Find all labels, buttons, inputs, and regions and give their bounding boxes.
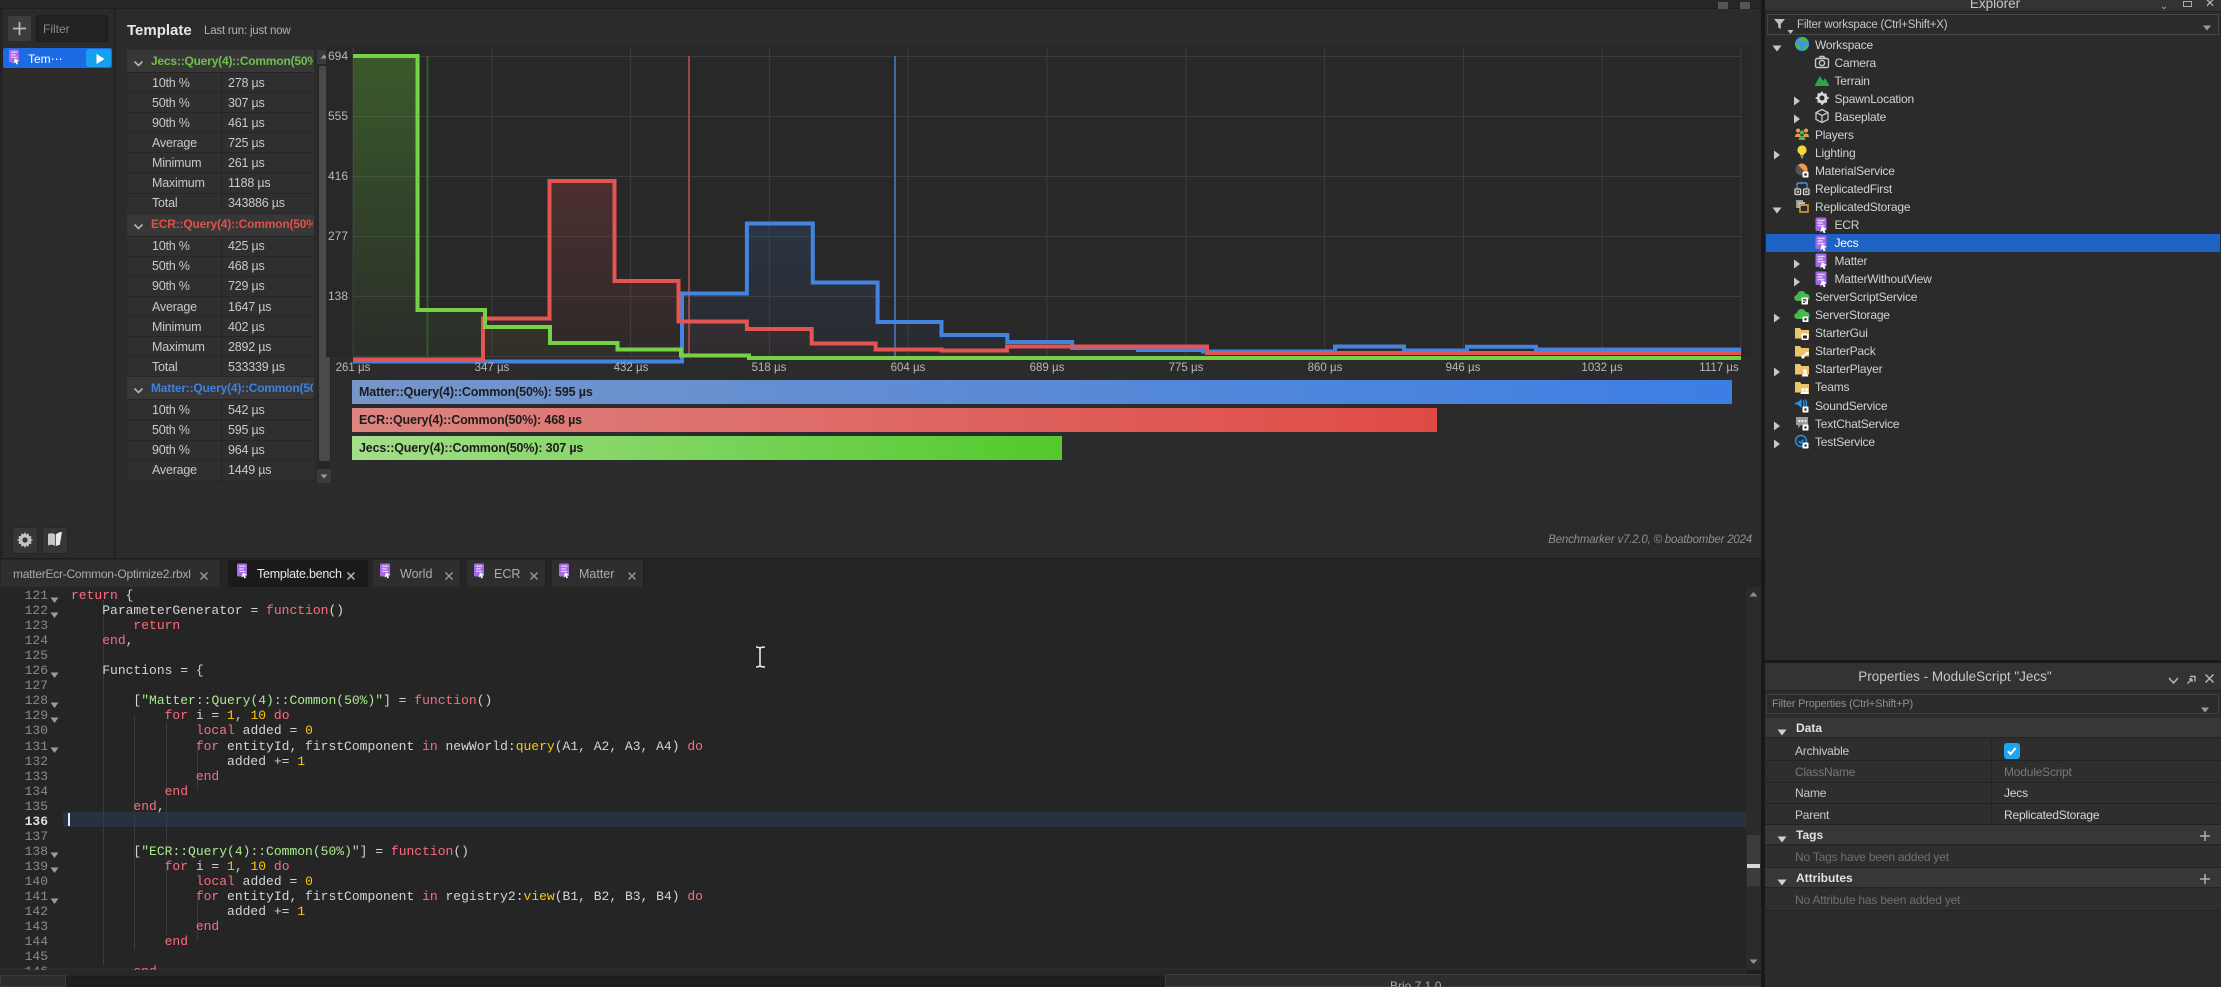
svg-text:1117 µs: 1117 µs <box>1699 362 1739 374</box>
svg-text:347 µs: 347 µs <box>475 362 510 374</box>
svg-text:604 µs: 604 µs <box>891 362 926 374</box>
svg-text:1032 µs: 1032 µs <box>1581 362 1622 374</box>
svg-text:261 µs: 261 µs <box>336 362 371 374</box>
svg-text:946 µs: 946 µs <box>1446 362 1481 374</box>
svg-text:432 µs: 432 µs <box>614 362 649 374</box>
svg-text:138: 138 <box>328 289 348 303</box>
svg-text:775 µs: 775 µs <box>1169 362 1204 374</box>
svg-text:860 µs: 860 µs <box>1308 362 1343 374</box>
svg-text:518 µs: 518 µs <box>752 362 787 374</box>
svg-text:694: 694 <box>328 49 348 63</box>
svg-text:555: 555 <box>328 109 348 123</box>
svg-text:277: 277 <box>328 229 348 243</box>
svg-text:689 µs: 689 µs <box>1030 362 1065 374</box>
svg-text:416: 416 <box>328 169 348 183</box>
